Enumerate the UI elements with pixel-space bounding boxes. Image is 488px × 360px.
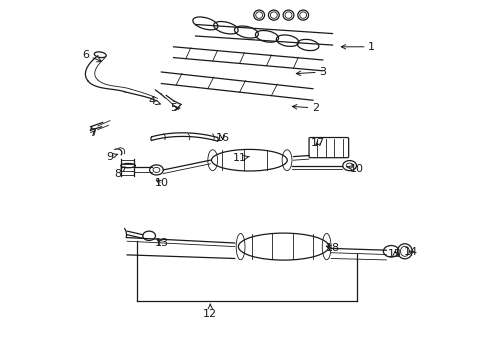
Text: 1: 1 xyxy=(341,42,374,52)
Text: 4: 4 xyxy=(148,96,160,106)
Text: 8: 8 xyxy=(114,167,125,179)
Text: 13: 13 xyxy=(154,238,168,248)
Text: 3: 3 xyxy=(296,67,325,77)
Text: 15: 15 xyxy=(387,249,401,259)
Text: 5: 5 xyxy=(170,103,180,113)
Text: 18: 18 xyxy=(325,243,339,253)
Text: 14: 14 xyxy=(403,247,417,257)
Text: 16: 16 xyxy=(215,132,229,143)
Text: 12: 12 xyxy=(203,304,217,319)
Text: 9: 9 xyxy=(106,152,118,162)
Text: 10: 10 xyxy=(346,164,363,174)
Text: 17: 17 xyxy=(310,138,324,148)
Text: 7: 7 xyxy=(89,128,96,138)
Text: 10: 10 xyxy=(154,178,168,188)
Text: 11: 11 xyxy=(232,153,249,163)
Text: 2: 2 xyxy=(292,103,318,113)
Text: 6: 6 xyxy=(82,50,102,62)
